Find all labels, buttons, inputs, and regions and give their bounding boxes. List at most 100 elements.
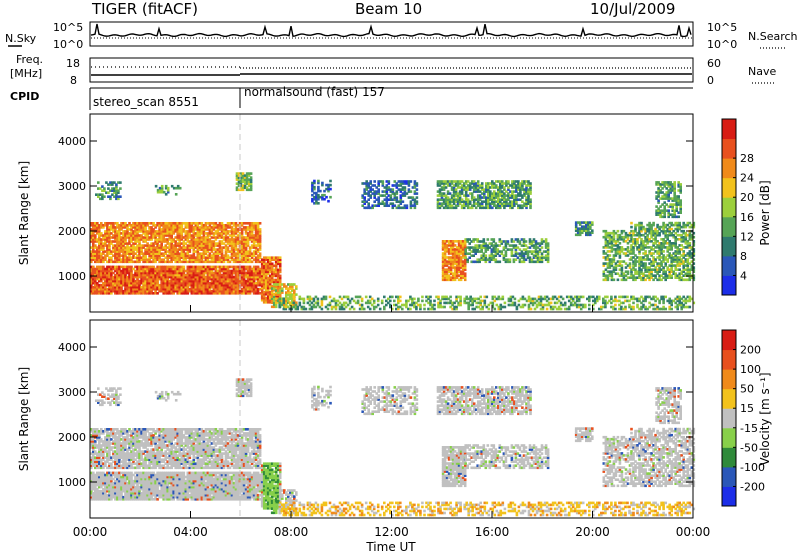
heatmap-cell [192, 250, 196, 253]
heatmap-cell [252, 265, 256, 269]
heatmap-cell [198, 226, 202, 229]
heatmap-cell [268, 292, 272, 296]
heatmap-cell [258, 287, 262, 291]
heatmap-cell [246, 289, 250, 293]
heatmap-cell [180, 250, 184, 253]
heatmap-cell [174, 269, 177, 273]
heatmap-cell [266, 270, 270, 274]
heatmap-cell [245, 188, 249, 192]
heatmap-cell [258, 230, 262, 233]
heatmap-cell [164, 224, 167, 227]
heatmap-cell [214, 248, 218, 251]
heatmap-cell [106, 269, 109, 273]
heatmap-cell [276, 258, 280, 261]
heatmap-cell [230, 242, 234, 245]
heatmap-cell [272, 284, 276, 288]
heatmap-cell [244, 244, 248, 247]
heatmap-cell [198, 252, 202, 255]
heatmap-cell [134, 265, 137, 269]
heatmap-cell [202, 292, 206, 295]
heatmap-cell [313, 181, 316, 185]
heatmap-cell [230, 228, 234, 231]
heatmap-cell [190, 283, 194, 287]
heatmap-cell [240, 283, 244, 287]
heatmap-cell [291, 289, 294, 292]
heatmap-cell [90, 283, 93, 287]
heatmap-cell [387, 198, 391, 201]
heatmap-cell [120, 240, 123, 243]
heatmap-cell [174, 267, 177, 271]
heatmap-cell [180, 285, 184, 289]
heatmap-cell [158, 226, 161, 229]
heatmap-cell [235, 174, 239, 177]
heatmap-cell [140, 273, 143, 277]
noise-right-label: N.Search [748, 30, 798, 43]
heatmap-cell [268, 280, 272, 284]
heatmap-cell [126, 226, 129, 229]
heatmap-cell [258, 232, 262, 235]
heatmap-cell [234, 265, 238, 269]
heatmap-cell [148, 244, 151, 247]
heatmap-cell [142, 258, 145, 261]
heatmap-cell [106, 265, 109, 269]
heatmap-cell [126, 228, 129, 231]
heatmap-cell [160, 224, 163, 227]
heatmap-cell [152, 260, 155, 264]
heatmap-cell [202, 273, 206, 277]
heatmap-cell [241, 186, 245, 189]
heatmap-cell [508, 258, 512, 261]
heatmap-cell [270, 293, 274, 296]
heatmap-cell [313, 197, 316, 201]
heatmap-cell [101, 185, 104, 188]
heatmap-cell [162, 265, 165, 269]
heatmap-cell [90, 273, 93, 277]
heatmap-cell [210, 254, 214, 257]
heatmap-cell [278, 258, 282, 261]
heatmap-cell [115, 187, 118, 190]
heatmap-cell [152, 265, 155, 269]
heatmap-cell [98, 271, 101, 275]
heatmap-cell [162, 279, 165, 283]
heatmap-cell [106, 273, 109, 277]
heatmap-cell [122, 240, 125, 243]
heatmap-cell [176, 267, 179, 271]
heatmap-cell [138, 224, 141, 227]
heatmap-cell [116, 265, 119, 269]
heatmap-cell [222, 246, 226, 249]
heatmap-cell [186, 226, 190, 229]
heatmap-cell [381, 180, 385, 183]
heatmap-cell [244, 258, 248, 261]
heatmap-cell [228, 265, 232, 269]
heatmap-cell [92, 248, 95, 251]
heatmap-cell [90, 232, 93, 235]
heatmap-cell [224, 292, 228, 295]
heatmap-cell [164, 289, 167, 293]
heatmap-cell [138, 228, 141, 231]
heatmap-cell [188, 289, 192, 293]
heatmap-cell [212, 244, 216, 247]
heatmap-cell [196, 236, 200, 239]
station-title: TIGER (fitACF) [91, 0, 198, 18]
heatmap-cell [383, 204, 387, 207]
heatmap-cell [293, 289, 296, 292]
heatmap-cell [96, 289, 99, 293]
heatmap-cell [116, 292, 119, 295]
heatmap-cell [190, 287, 194, 291]
heatmap-cell [276, 256, 280, 259]
heatmap-cell [544, 238, 548, 241]
heatmap-cell [363, 182, 366, 185]
heatmap-cell [387, 204, 391, 207]
heatmap-cell [168, 269, 171, 273]
heatmap-cell [228, 230, 232, 233]
heatmap-cell [98, 238, 101, 241]
heatmap-cell [248, 248, 252, 251]
heatmap-cell [387, 182, 391, 185]
heatmap-cell [377, 192, 380, 195]
heatmap-cell [162, 254, 165, 257]
heatmap-cell [220, 258, 224, 261]
heatmap-cell [166, 269, 169, 273]
heatmap-cell [252, 258, 256, 261]
heatmap-cell [208, 230, 212, 233]
heatmap-cell [98, 250, 101, 253]
heatmap-cell [371, 206, 374, 210]
